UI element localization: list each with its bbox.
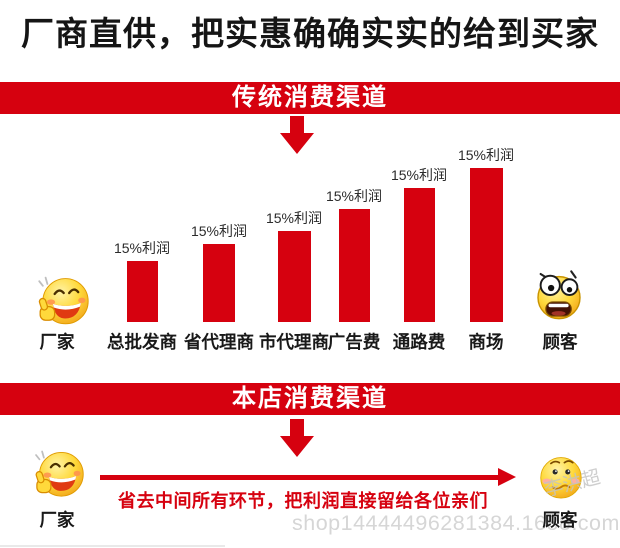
direct-channel-arrow-head-icon (498, 468, 516, 486)
bar (338, 209, 370, 322)
bar-value-label: 15%利润 (265, 210, 323, 226)
direct-channel-arrow-line (100, 475, 498, 480)
label-factory: 厂家 (39, 332, 75, 352)
bar (126, 261, 158, 322)
page-title: 厂商直供，把实惠确确实实的给到买家 (21, 15, 599, 52)
shocked-customer-emoji-icon (537, 270, 581, 320)
bar-value-label: 15%利润 (390, 167, 448, 183)
label-city-agent: 市代理商 (259, 332, 329, 352)
label-province-agent: 省代理商 (184, 332, 254, 352)
bar (469, 168, 503, 322)
label-customer: 顾客 (542, 510, 578, 530)
shy-customer-emoji-icon (540, 457, 582, 499)
label-customer: 顾客 (542, 332, 578, 352)
factory-thumbs-up-emoji-icon (38, 276, 89, 325)
label-ad-fee: 广告费 (327, 332, 381, 352)
bar-value-label: 15%利润 (457, 147, 515, 163)
bar (277, 231, 311, 322)
direct-channel-caption: 省去中间所有环节，把利润直接留给各位亲们 (118, 491, 488, 511)
label-mall: 商场 (468, 332, 504, 352)
label-wholesaler: 总批发商 (107, 332, 177, 352)
bar-value-label: 15%利润 (325, 188, 383, 204)
decorative-line (0, 545, 225, 547)
traditional-channel-banner: 传统消费渠道 (0, 82, 620, 114)
label-channel-fee: 通路费 (392, 332, 446, 352)
down-arrow-icon (280, 419, 314, 457)
shop-url-watermark: shop14444496281384.1688.com (292, 511, 620, 535)
store-channel-banner: 本店消费渠道 (0, 383, 620, 415)
bar-column: 15%利润 (184, 221, 254, 322)
label-factory: 厂家 (39, 510, 75, 530)
bar-column: 15%利润 (319, 186, 389, 322)
bar (403, 188, 435, 322)
bar-column: 15%利润 (384, 165, 454, 322)
bar-value-label: 15%利润 (190, 223, 248, 239)
down-arrow-icon (280, 116, 314, 154)
factory-thumbs-up-emoji-icon (35, 450, 84, 497)
bar-value-label: 15%利润 (113, 240, 171, 256)
bar-column: 15%利润 (107, 238, 177, 322)
bar-column: 15%利润 (259, 208, 329, 322)
bar (203, 244, 235, 322)
bar-column: 15%利润 (451, 145, 521, 322)
